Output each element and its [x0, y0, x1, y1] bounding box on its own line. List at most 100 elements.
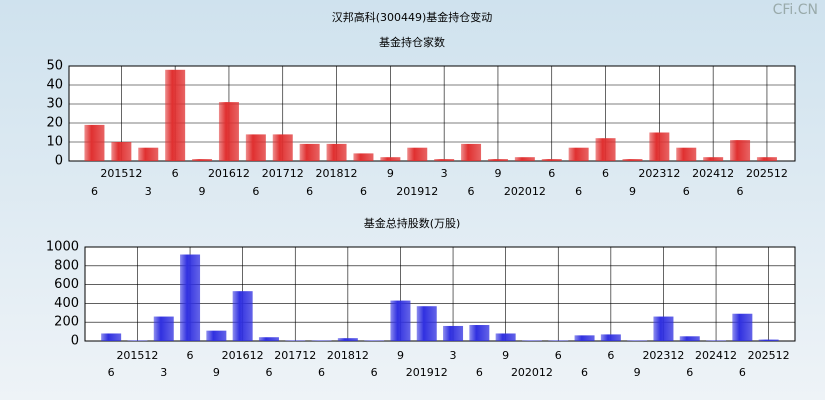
x-tick-label: 6 [91, 185, 98, 198]
bar [390, 300, 411, 341]
x-tick-label: 6 [187, 349, 194, 362]
watermark: CFi.CN [773, 2, 818, 18]
x-tick-label: 9 [199, 185, 206, 198]
bar [756, 157, 777, 161]
x-tick-label: 6 [306, 185, 313, 198]
x-tick-label: 6 [737, 185, 744, 198]
bar [101, 333, 122, 341]
x-tick-label: 202012 [511, 366, 553, 379]
y-tick-label: 0 [55, 154, 63, 169]
bar [416, 306, 437, 341]
x-tick-label: 6 [318, 366, 325, 379]
x-tick-label: 201712 [262, 167, 304, 180]
page-title: 汉邦高科(300449)基金持仓变动 [332, 10, 493, 24]
x-tick-label: 6 [739, 366, 746, 379]
x-tick-label: 9 [634, 366, 641, 379]
x-tick-label: 9 [502, 349, 509, 362]
bar [434, 159, 455, 161]
x-tick-label: 201612 [208, 167, 250, 180]
bar [653, 316, 674, 341]
bar [514, 157, 535, 161]
bar [232, 291, 253, 341]
chart-subtitle: 基金持仓家数 [379, 35, 445, 49]
x-tick-label: 6 [575, 185, 582, 198]
bar [574, 335, 595, 341]
bar [407, 147, 428, 161]
bar [595, 138, 616, 161]
bar [758, 339, 779, 341]
bar [165, 69, 186, 161]
y-tick-label: 20 [46, 116, 63, 131]
x-tick-label: 3 [160, 366, 167, 379]
y-tick-label: 10 [46, 135, 63, 150]
bar [206, 330, 227, 341]
x-tick-label: 6 [468, 185, 475, 198]
x-tick-label: 9 [397, 349, 404, 362]
bar [732, 313, 753, 341]
x-tick-label: 9 [494, 167, 501, 180]
bar [600, 334, 621, 341]
y-tick-label: 1000 [46, 240, 79, 255]
x-tick-label: 201912 [396, 185, 438, 198]
bar [622, 159, 643, 161]
x-tick-label: 202512 [748, 349, 790, 362]
x-tick-label: 3 [441, 167, 448, 180]
x-tick-label: 3 [450, 349, 457, 362]
bar [272, 134, 293, 161]
x-tick-label: 3 [145, 185, 152, 198]
bar [138, 147, 159, 161]
bar [337, 338, 358, 341]
y-tick-label: 800 [54, 258, 79, 273]
y-tick-label: 50 [46, 59, 63, 74]
bar [353, 153, 374, 161]
x-tick-label: 9 [387, 167, 394, 180]
bar [299, 143, 320, 161]
bar [495, 333, 516, 341]
bar [326, 143, 347, 161]
bar [180, 254, 201, 341]
bar [469, 325, 490, 341]
bar [192, 159, 213, 161]
x-tick-label: 6 [548, 167, 555, 180]
bar [443, 325, 464, 341]
x-tick-label: 6 [108, 366, 115, 379]
x-tick-label: 201612 [222, 349, 264, 362]
y-tick-label: 40 [46, 78, 63, 93]
y-tick-label: 30 [46, 97, 63, 112]
bar [461, 143, 482, 161]
y-tick-label: 0 [71, 334, 79, 349]
bar [568, 147, 589, 161]
x-tick-label: 6 [683, 185, 690, 198]
x-tick-label: 6 [607, 349, 614, 362]
x-tick-label: 201512 [116, 349, 158, 362]
x-tick-label: 6 [602, 167, 609, 180]
bar [487, 159, 508, 161]
x-tick-label: 201512 [100, 167, 142, 180]
x-tick-label: 6 [371, 366, 378, 379]
bar [703, 157, 724, 161]
bar [245, 134, 266, 161]
x-tick-label: 6 [686, 366, 693, 379]
x-tick-label: 202312 [638, 167, 680, 180]
bar [541, 159, 562, 161]
x-tick-label: 202412 [692, 167, 734, 180]
chart-subtitle: 基金总持股数(万股) [364, 216, 461, 230]
bar [111, 142, 132, 161]
bar [84, 124, 105, 161]
x-tick-label: 202012 [504, 185, 546, 198]
bar [649, 132, 670, 161]
y-tick-label: 400 [54, 296, 79, 311]
bar [258, 337, 279, 341]
plot-area [68, 65, 796, 162]
x-tick-label: 201812 [316, 167, 358, 180]
x-tick-label: 6 [360, 185, 367, 198]
x-tick-label: 202312 [642, 349, 684, 362]
x-tick-label: 6 [476, 366, 483, 379]
x-tick-label: 6 [265, 366, 272, 379]
x-tick-label: 202512 [746, 167, 788, 180]
x-tick-label: 6 [252, 185, 259, 198]
y-tick-label: 600 [54, 277, 79, 292]
x-tick-label: 201912 [406, 366, 448, 379]
x-tick-label: 9 [213, 366, 220, 379]
